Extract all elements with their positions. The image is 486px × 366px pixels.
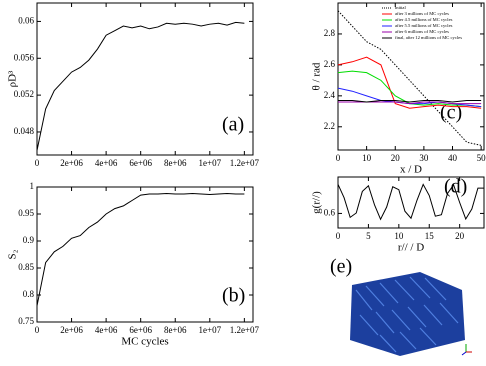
x-tick-label: 20 (391, 153, 401, 163)
x-tick-label: 20 (455, 231, 465, 241)
y-tick-label: 0.056 (14, 52, 35, 62)
y-tick-label: 0.85 (18, 262, 34, 272)
plot-frame (337, 176, 485, 229)
legend-label: after 3 millions of MC cycles (395, 11, 449, 16)
x-tick-label: 1.2e+07 (230, 325, 260, 335)
legend-label: initial (395, 5, 406, 10)
panel-label: (b) (222, 285, 245, 307)
legend-label: after 6 millions of MC cycles (395, 29, 449, 34)
legend-label: final, after 12 millions of MC cycles (395, 35, 462, 41)
y-tick-label: 0.8 (23, 289, 35, 299)
snapshot-body (350, 272, 465, 356)
data-line (36, 21, 245, 151)
x-tick-label: 4e+06 (95, 158, 118, 168)
x-tick-label: 0 (336, 153, 341, 163)
plot-frame (337, 2, 485, 151)
legend-label: after 4.5 millions of MC cycles (395, 17, 453, 22)
y-tick-label: 0.052 (14, 89, 34, 99)
y-axis-label: S₂ (7, 249, 19, 259)
y-axis-label: g(r//) (311, 191, 323, 214)
x-tick-label: 0 (336, 231, 341, 241)
x-tick-label: 6e+06 (129, 158, 152, 168)
plot-frame (36, 2, 254, 156)
plot-frame (36, 186, 254, 323)
x-tick-label: 5 (366, 231, 371, 241)
x-tick-label: 50 (477, 153, 486, 163)
y-tick-label: 2.6 (324, 59, 336, 69)
x-tick-label: 30 (419, 153, 429, 163)
legend-label: after 5.5 millions of MC cycles (395, 23, 453, 28)
snapshot (350, 272, 472, 356)
y-tick-label: 0.6 (324, 207, 336, 217)
y-tick-label: 0.048 (14, 126, 35, 136)
y-tick-label: 2.4 (324, 90, 336, 100)
data-line (338, 101, 482, 105)
data-line (337, 56, 482, 109)
y-tick-label: 0.9 (23, 235, 35, 245)
data-line (338, 99, 482, 103)
y-tick-label: 1 (30, 181, 35, 191)
y-tick-label: 2.2 (324, 121, 335, 131)
x-tick-label: 2e+06 (60, 325, 83, 335)
x-tick-label: 1e+07 (199, 158, 222, 168)
x-axis-label: r// / D (398, 242, 424, 254)
x-tick-label: 6e+06 (129, 325, 152, 335)
y-tick-label: 0.75 (18, 316, 34, 326)
x-axis-label: MC cycles (121, 336, 168, 348)
x-tick-label: 8e+06 (164, 158, 187, 168)
x-tick-label: 1e+07 (199, 325, 222, 335)
snapshot-rods (355, 276, 459, 353)
y-tick-label: 0.06 (18, 15, 34, 25)
y-tick-label: 0.95 (18, 208, 34, 218)
x-tick-label: 2e+06 (60, 158, 83, 168)
data-line (337, 183, 484, 221)
x-tick-label: 0 (35, 325, 40, 335)
y-axis-label: ρD³ (7, 70, 19, 87)
x-tick-label: 1.2e+07 (230, 158, 260, 168)
data-line (36, 192, 245, 306)
panel-label: (e) (330, 256, 352, 278)
x-tick-label: 10 (394, 231, 404, 241)
axis-triad (461, 344, 472, 356)
x-tick-label: 10 (362, 153, 372, 163)
y-tick-label: 2.8 (324, 28, 336, 38)
x-tick-label: 15 (425, 231, 435, 241)
x-tick-label: 40 (448, 153, 458, 163)
x-tick-label: 0 (35, 158, 40, 168)
y-axis-label: θ / rad (311, 62, 323, 90)
x-tick-label: 4e+06 (95, 325, 118, 335)
panel-label: (d) (444, 176, 467, 198)
panel-label: (a) (222, 114, 244, 136)
x-axis-label: x / D (400, 164, 422, 176)
x-tick-label: 8e+06 (164, 325, 187, 335)
